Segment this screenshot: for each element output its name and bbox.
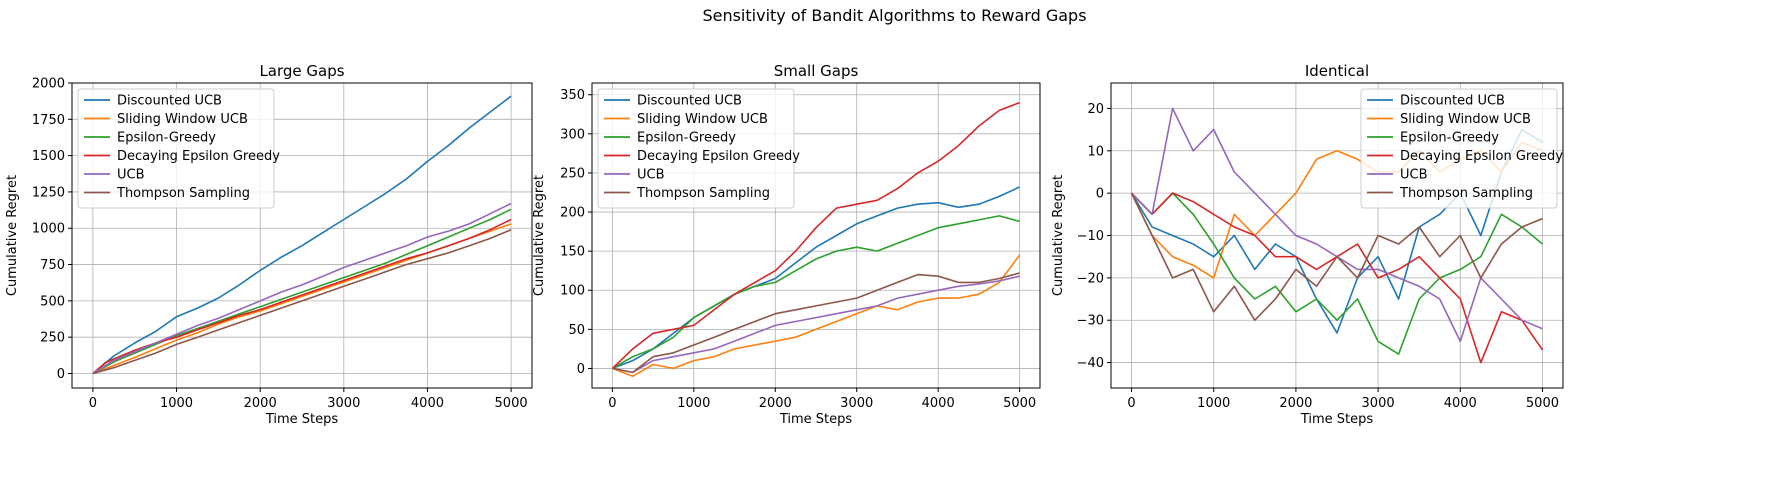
- y-tick-label: 500: [40, 294, 65, 309]
- x-tick-label: 3000: [327, 396, 360, 411]
- y-tick-label: 1500: [32, 149, 65, 164]
- y-tick-label: −10: [1077, 229, 1104, 244]
- y-tick-label: 10: [1087, 144, 1104, 159]
- series-group: [1130, 107, 1544, 364]
- subplot-2: 0 1000 2000 3000 4000 5000 0 50 100 150 200 250 300 3…: [532, 62, 1041, 427]
- y-tick-label: 100: [560, 284, 585, 299]
- x-axis-label: Time Steps: [265, 412, 339, 427]
- series-group: [92, 95, 512, 375]
- legend-label: Epsilon-Greedy: [1400, 131, 1499, 146]
- y-axis-label: Cumulative Regret: [532, 175, 547, 296]
- series-line: [92, 95, 512, 375]
- subplot-3: 0 1000 2000 3000 4000 5000 −40 −30 −20 −10 0 10 20 Id…: [1051, 62, 1564, 427]
- legend-label: Sliding Window UCB: [117, 112, 248, 127]
- y-tick-label: 250: [560, 166, 585, 181]
- y-tick-label: 50: [568, 323, 585, 338]
- plot-frame: [591, 82, 1041, 389]
- legend-label: Sliding Window UCB: [1400, 112, 1531, 127]
- y-tick-label: 150: [560, 245, 585, 260]
- legend-label: Epsilon-Greedy: [117, 131, 216, 146]
- subplot-title: Large Gaps: [259, 62, 344, 80]
- legend-label: Decaying Epsilon Greedy: [1400, 149, 1563, 164]
- legend-label: UCB: [637, 168, 665, 183]
- legend-label: Thompson Sampling: [636, 186, 770, 201]
- series-line: [612, 186, 1020, 370]
- x-tick-label: 4000: [411, 396, 444, 411]
- legend-box: [77, 88, 275, 209]
- legend-label: Discounted UCB: [637, 94, 742, 109]
- x-tick-label: 3000: [1362, 396, 1395, 411]
- legend-label: Discounted UCB: [117, 94, 222, 109]
- legend-label: Thompson Sampling: [1399, 186, 1533, 201]
- series-line: [92, 202, 512, 375]
- y-axis-label: Cumulative Regret: [5, 175, 20, 296]
- x-tick-label: 1000: [160, 396, 193, 411]
- legend-box: [1360, 88, 1558, 209]
- series-line: [612, 215, 1020, 370]
- x-tick-label: 3000: [840, 396, 873, 411]
- y-tick-label: 350: [560, 88, 585, 103]
- y-tick-label: 20: [1087, 102, 1104, 117]
- y-tick-label: 1000: [32, 222, 65, 237]
- x-axis-label: Time Steps: [779, 412, 853, 427]
- legend-label: Thompson Sampling: [116, 186, 250, 201]
- y-tick-label: 0: [577, 362, 585, 377]
- legend-label: Decaying Epsilon Greedy: [117, 149, 280, 164]
- x-tick-label: 0: [608, 396, 616, 411]
- legend: Discounted UCB Sliding Window UCB Epsilon-…: [1360, 88, 1563, 209]
- x-tick-label: 0: [89, 396, 97, 411]
- y-tick-label: −20: [1077, 271, 1104, 286]
- series-line: [611, 101, 1020, 369]
- x-tick-label: 2000: [759, 396, 792, 411]
- y-tick-label: 0: [1096, 187, 1104, 202]
- x-tick-label: 2000: [1279, 396, 1312, 411]
- series-line: [1130, 128, 1543, 334]
- x-tick-label: 5000: [1003, 396, 1036, 411]
- x-tick-label: 2000: [244, 396, 277, 411]
- y-tick-label: 2000: [32, 77, 65, 92]
- x-tick-label: 5000: [495, 396, 528, 411]
- series-line: [612, 254, 1021, 378]
- x-tick-label: 0: [1127, 396, 1135, 411]
- y-axis-label: Cumulative Regret: [1051, 175, 1066, 296]
- legend: Discounted UCB Sliding Window UCB Epsilon-…: [597, 88, 800, 209]
- y-tick-label: −40: [1077, 356, 1104, 371]
- y-tick-label: 300: [560, 127, 585, 142]
- subplot-1: 0 1000 2000 3000 4000 5000 0 250 500 750 1000 1250 1…: [5, 62, 533, 427]
- legend-box: [597, 88, 795, 209]
- series-line: [1130, 192, 1543, 322]
- y-tick-label: −30: [1077, 314, 1104, 329]
- legend-label: Decaying Epsilon Greedy: [637, 149, 800, 164]
- plot-frame: [71, 82, 533, 389]
- legend-label: UCB: [1400, 168, 1428, 183]
- y-tick-label: 1750: [32, 113, 65, 128]
- y-tick-label: 250: [40, 331, 65, 346]
- x-axis-label: Time Steps: [1300, 412, 1374, 427]
- x-tick-label: 4000: [1444, 396, 1477, 411]
- x-tick-label: 5000: [1526, 396, 1559, 411]
- x-tick-label: 1000: [1197, 396, 1230, 411]
- series-line: [612, 275, 1020, 374]
- legend-label: UCB: [117, 168, 145, 183]
- legend: Discounted UCB Sliding Window UCB Epsilon-…: [77, 88, 280, 209]
- series-line: [612, 272, 1020, 374]
- y-tick-label: 750: [40, 258, 65, 273]
- y-tick-label: 0: [57, 367, 65, 382]
- x-tick-label: 4000: [922, 396, 955, 411]
- subplot-title: Identical: [1305, 62, 1369, 80]
- x-tick-label: 1000: [677, 396, 710, 411]
- legend-label: Sliding Window UCB: [637, 112, 768, 127]
- series-group: [611, 101, 1021, 378]
- figure-title: Sensitivity of Bandit Algorithms to Rewa…: [702, 6, 1087, 25]
- series-line: [1130, 192, 1544, 355]
- series-line: [92, 228, 512, 375]
- legend-label: Epsilon-Greedy: [637, 131, 736, 146]
- y-tick-label: 200: [560, 206, 585, 221]
- subplot-title: Small Gaps: [774, 62, 859, 80]
- y-tick-label: 1250: [32, 185, 65, 200]
- legend-label: Discounted UCB: [1400, 94, 1505, 109]
